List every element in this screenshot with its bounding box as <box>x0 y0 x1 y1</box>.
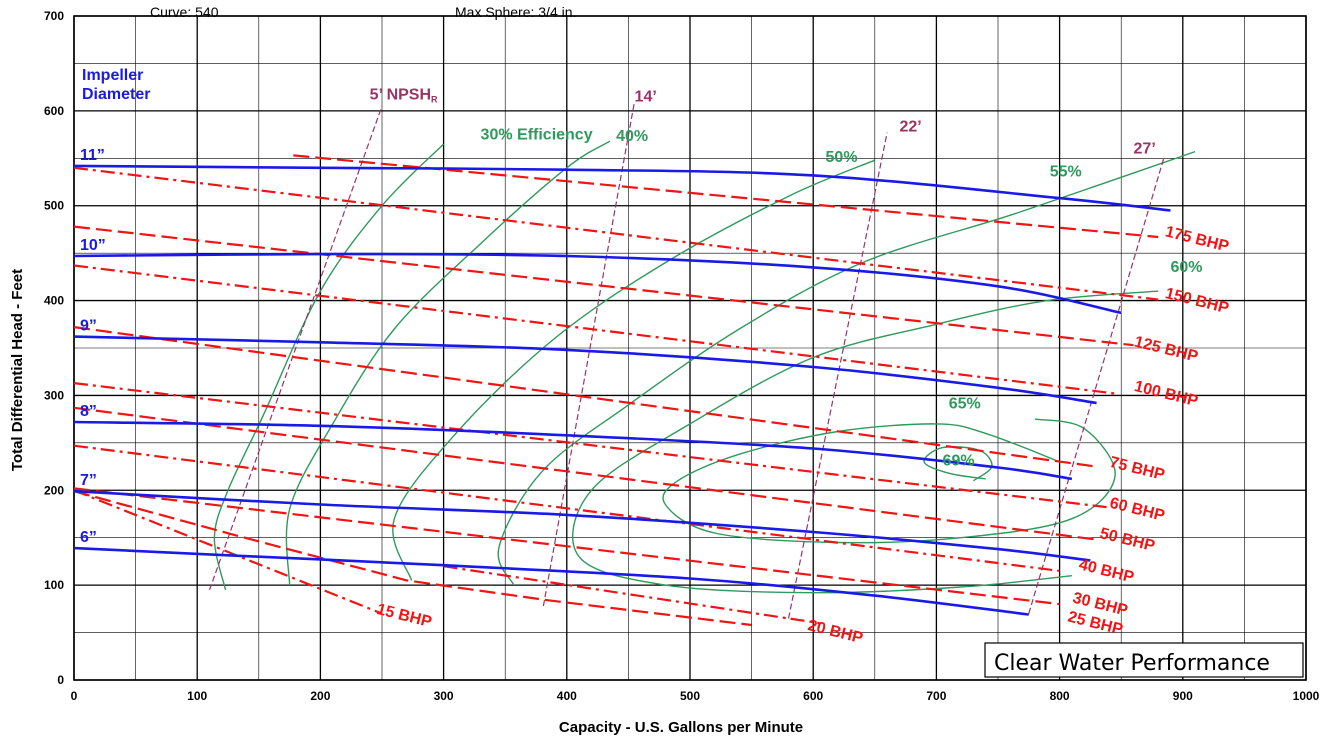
bhp-line-125-bhp <box>73 225 1134 347</box>
impeller-label-8: 8” <box>80 403 97 420</box>
npsh-line-14 <box>542 101 636 607</box>
x-tick-label: 800 <box>1050 689 1070 703</box>
npsh-line-5-npsh <box>208 105 383 591</box>
impeller-label-9: 9” <box>80 318 97 335</box>
y-tick-label: 600 <box>44 104 64 118</box>
impeller-title-line: Impeller <box>82 67 143 84</box>
efficiency-curve-55 <box>497 150 1196 586</box>
efficiency-curve-50 <box>392 159 876 581</box>
npsh-label-14: 14’ <box>635 88 657 105</box>
x-axis-title: Capacity - U.S. Gallons per Minute <box>559 719 803 736</box>
impeller-label-10: 10” <box>80 237 106 254</box>
bhp-line-15-bhp <box>73 489 383 615</box>
bhp-line-75-bhp <box>73 326 1097 468</box>
impeller-curves <box>73 164 1171 616</box>
cwp-frame <box>984 642 1304 678</box>
x-tick-label: 500 <box>680 689 700 703</box>
efficiency-label-65: 65% <box>949 396 981 413</box>
efficiency-label-40: 40% <box>616 128 648 145</box>
curve-number: Curve: 540 <box>150 4 219 20</box>
x-tick-label: 400 <box>557 689 577 703</box>
y-tick-label: 400 <box>44 294 64 308</box>
npsh-line-27 <box>1028 156 1165 614</box>
impeller-curve-6 <box>73 546 1029 616</box>
y-tick-label: 700 <box>44 9 64 23</box>
bhp-line-20-bhp <box>443 565 820 625</box>
npsh-label-22: 22’ <box>899 119 921 136</box>
max-sphere: Max Sphere: 3/4 in. <box>455 4 576 20</box>
impeller-label-6: 6” <box>80 529 97 546</box>
y-tick-label: 500 <box>44 199 64 213</box>
impeller-curve-11 <box>73 164 1171 212</box>
efficiency-label-60: 60% <box>1170 259 1202 276</box>
y-tick-label: 300 <box>44 388 64 402</box>
efficiency-label-55: 55% <box>1050 163 1082 180</box>
npsh-line-22 <box>787 132 888 619</box>
bhp-line-40-bhp <box>73 444 1060 572</box>
x-tick-label: 1000 <box>1293 689 1320 703</box>
impeller-label-7: 7” <box>80 472 97 489</box>
efficiency-curve-60 <box>572 290 1159 594</box>
efficiency-label-69: 69% <box>943 453 975 470</box>
bhp-line-25-bhp <box>73 490 752 627</box>
impeller-curve-9 <box>73 335 1097 405</box>
impeller-curve-8 <box>73 420 1073 481</box>
impeller-curve-7 <box>73 489 1091 562</box>
impeller-curve-10 <box>73 252 1122 315</box>
bhp-line-100-bhp <box>73 264 1116 395</box>
x-tick-label: 300 <box>434 689 454 703</box>
efficiency-label-50: 50% <box>826 149 858 166</box>
y-tick-label: 0 <box>57 673 64 687</box>
axis-ticks: 0 100 200 300 400 500 600 700 800 900 1000 0 100 200 3… <box>44 9 1320 703</box>
y-axis-title: Total Differential Head - Feet <box>9 269 26 471</box>
bhp-line-150-bhp <box>73 166 1159 301</box>
clear-water-performance-box: Clear Water Performance <box>984 642 1304 678</box>
x-tick-label: 0 <box>71 689 78 703</box>
npsh-label-5-npsh: 5’ NPSHR <box>370 86 438 104</box>
bhp-line-30-bhp <box>73 487 1060 606</box>
x-tick-label: 900 <box>1173 689 1193 703</box>
y-tick-label: 100 <box>44 578 64 592</box>
x-tick-label: 700 <box>926 689 946 703</box>
impeller-label-11: 11” <box>80 147 105 164</box>
bhp-line-50-bhp <box>73 406 1097 541</box>
npsh-lines <box>208 101 1165 619</box>
efficiency-label-30-efficiency: 30% Efficiency <box>481 126 593 143</box>
x-tick-label: 100 <box>187 689 207 703</box>
bhp-line-60-bhp <box>73 382 1110 509</box>
efficiency-curve-40 <box>285 140 611 586</box>
npsh-subscript: R <box>431 94 438 104</box>
npsh-label-27: 27’ <box>1134 141 1156 158</box>
efficiency-curve-65 <box>662 418 1116 544</box>
x-tick-label: 200 <box>310 689 330 703</box>
impeller-title-line: Diameter <box>82 86 150 103</box>
y-tick-label: 200 <box>44 483 64 497</box>
plot-frame <box>73 15 1307 681</box>
grid <box>73 15 1307 681</box>
x-tick-label: 600 <box>803 689 823 703</box>
cwp-text: Clear Water Performance <box>994 651 1270 676</box>
